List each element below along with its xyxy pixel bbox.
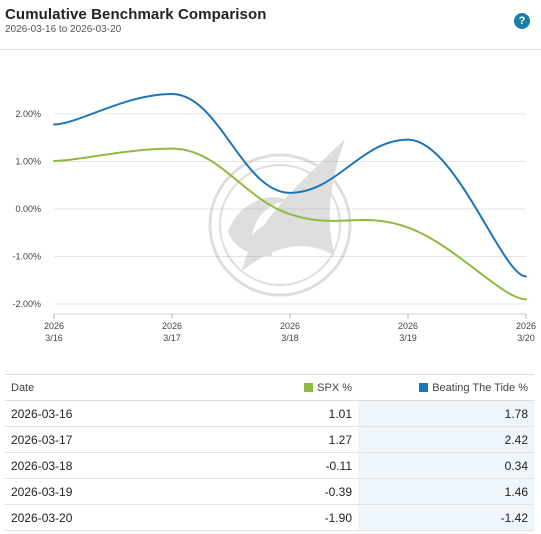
cell-btt: 0.34	[358, 452, 534, 479]
cell-btt: 1.78	[358, 400, 534, 427]
cell-spx: -0.11	[205, 452, 358, 479]
x-tick-year: 2026	[162, 321, 182, 331]
chart-header: Cumulative Benchmark Comparison 2026-03-…	[0, 0, 541, 50]
y-tick-label: 1.00%	[15, 157, 41, 167]
page-title: Cumulative Benchmark Comparison	[5, 6, 267, 23]
column-header-spx[interactable]: SPX %	[205, 374, 358, 401]
table-row: 2026-03-20 -1.90 -1.42	[5, 504, 534, 531]
chart-svg: 2.00%1.00%0.00%-1.00%-2.00% 20263/162026…	[12, 93, 536, 343]
x-tick-date: 3/20	[517, 333, 535, 343]
table-row: 2026-03-19 -0.39 1.46	[5, 478, 534, 505]
y-tick-label: 0.00%	[15, 204, 41, 214]
x-tick-year: 2026	[44, 321, 64, 331]
cell-date: 2026-03-18	[5, 452, 205, 479]
btt-series-line[interactable]	[53, 93, 527, 278]
x-tick-date: 3/18	[281, 333, 299, 343]
y-axis-labels: 2.00% 1.00% 0.00% -1.00% -2.00%	[12, 109, 41, 309]
table-row: 2026-03-16 1.01 1.78	[5, 400, 534, 427]
y-tick-label: -1.00%	[12, 252, 41, 262]
cell-btt: 2.42	[358, 426, 534, 453]
cell-spx: 1.27	[205, 426, 358, 453]
x-tick-year: 2026	[280, 321, 300, 331]
table-row: 2026-03-17 1.27 2.42	[5, 426, 534, 453]
cell-spx: -0.39	[205, 478, 358, 505]
cell-btt: 1.46	[358, 478, 534, 505]
x-tick-date: 3/19	[399, 333, 417, 343]
help-icon[interactable]: ?	[514, 13, 530, 29]
spx-header-label: SPX %	[317, 381, 352, 394]
x-tick-year: 2026	[516, 321, 536, 331]
table-header-row: Date SPX % Beating The Tide %	[5, 374, 534, 401]
x-tick-year: 2026	[398, 321, 418, 331]
x-axis-labels: 2026 3/16 2026 3/17 2026 3/18 2026 3/19 2026 3/20	[44, 314, 536, 343]
cell-spx: -1.90	[205, 504, 358, 531]
x-tick-date: 3/16	[45, 333, 63, 343]
spx-legend-swatch	[304, 382, 314, 392]
y-tick-label: -2.00%	[12, 299, 41, 309]
y-tick-label: 2.00%	[15, 109, 41, 119]
date-range-subtitle: 2026-03-16 to 2026-03-20	[5, 24, 122, 35]
cell-date: 2026-03-20	[5, 504, 205, 531]
table-row: 2026-03-18 -0.11 0.34	[5, 452, 534, 479]
cell-date: 2026-03-16	[5, 400, 205, 427]
column-header-btt[interactable]: Beating The Tide %	[358, 374, 534, 401]
series-lines	[53, 93, 527, 301]
benchmark-line-chart: 2.00% 1.00% 0.00% -1.00% -2.00% 2026 3/16 2026…	[0, 51, 541, 351]
benchmark-table: Date SPX % Beating The Tide % 2026-03-16…	[5, 374, 534, 531]
btt-legend-swatch	[419, 382, 429, 392]
btt-header-label: Beating The Tide %	[432, 381, 528, 394]
cell-date: 2026-03-19	[5, 478, 205, 505]
spx-series-line[interactable]	[53, 147, 527, 301]
cell-spx: 1.01	[205, 400, 358, 427]
x-tick-date: 3/17	[163, 333, 181, 343]
cell-date: 2026-03-17	[5, 426, 205, 453]
column-header-date[interactable]: Date	[5, 374, 205, 401]
cell-btt: -1.42	[358, 504, 534, 531]
shark-fin-logo-icon	[208, 139, 352, 297]
